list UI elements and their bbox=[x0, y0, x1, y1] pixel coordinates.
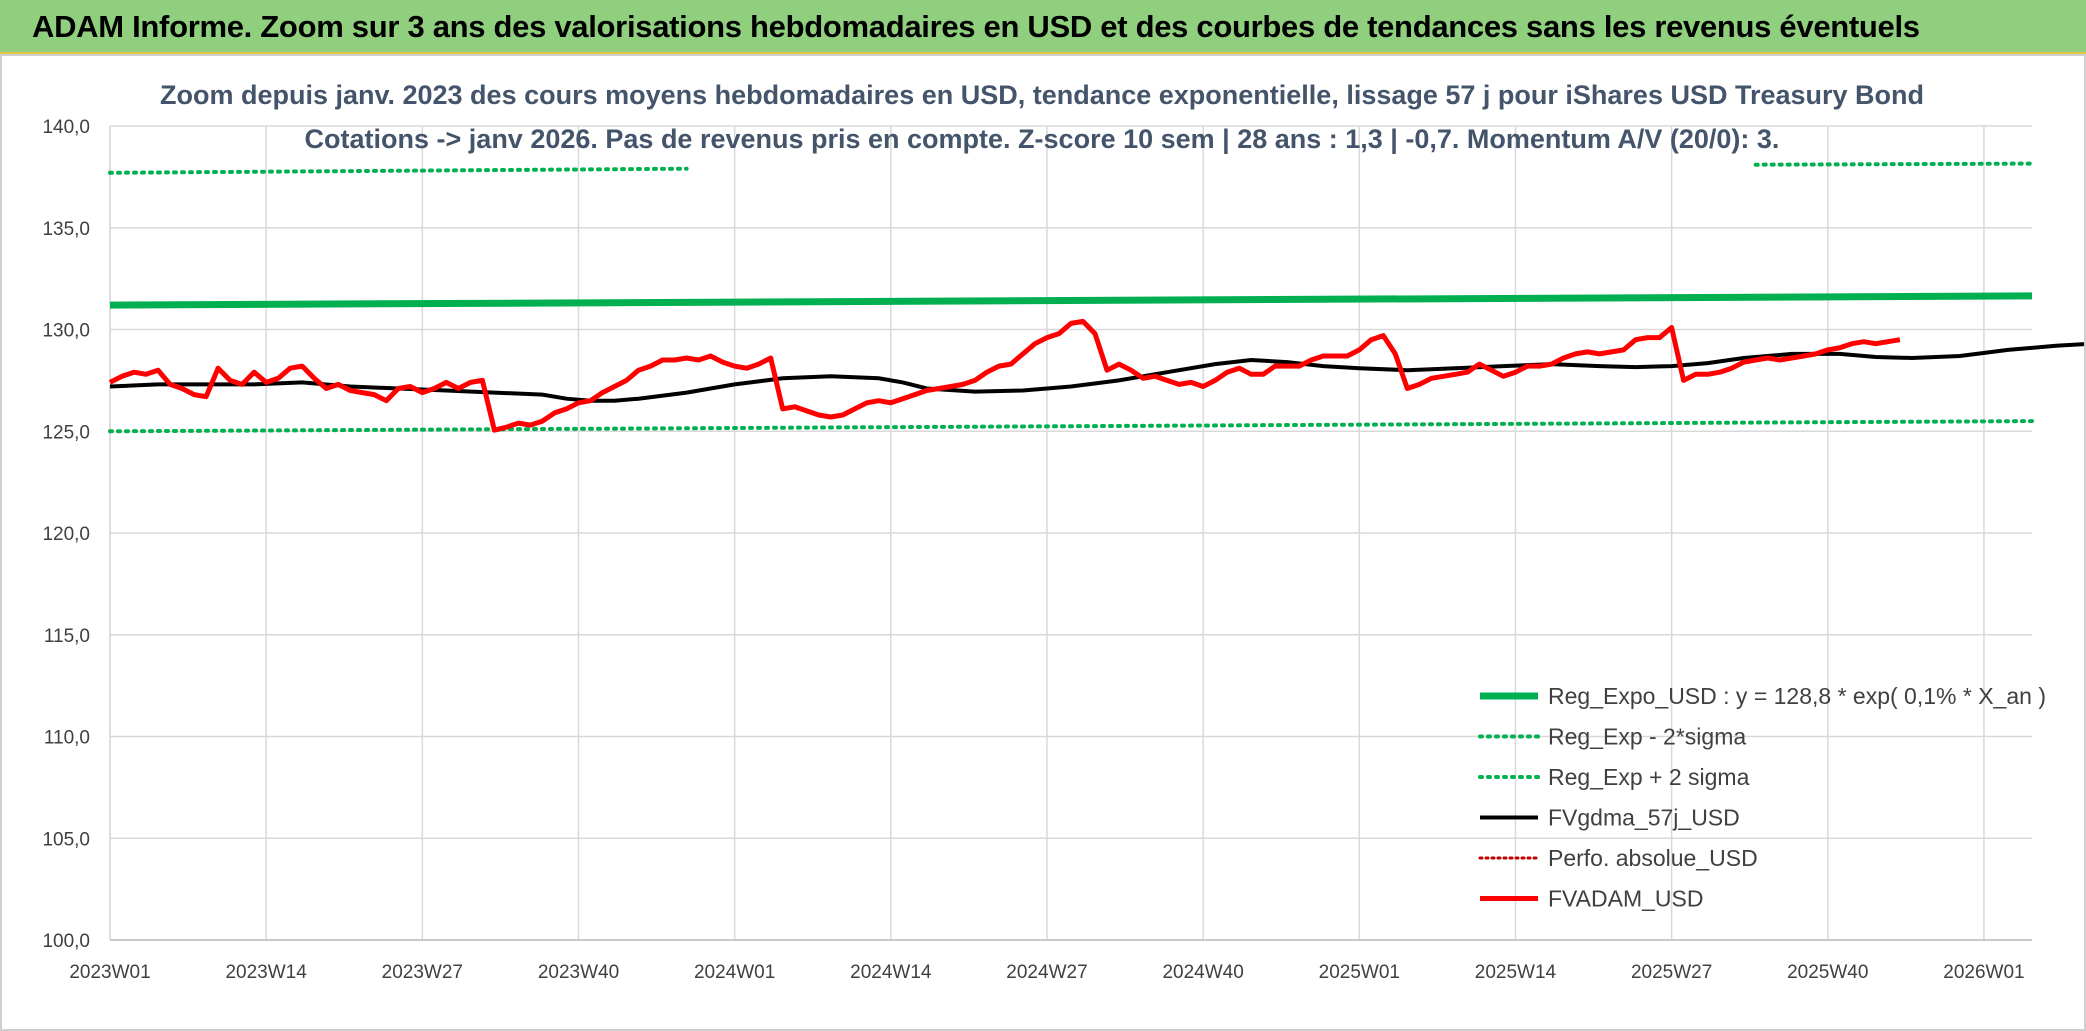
x-tick-label: 2023W14 bbox=[225, 962, 307, 983]
series-line-3 bbox=[1753, 161, 2034, 167]
report-title: ADAM Informe. Zoom sur 3 ans des valoris… bbox=[32, 9, 1920, 44]
chart-subtitle: Cotations -> janv 2026. Pas de revenus p… bbox=[305, 124, 1780, 154]
y-tick-label: 115,0 bbox=[44, 626, 90, 647]
y-tick-label: 125,0 bbox=[42, 422, 90, 443]
y-tick-label: 110,0 bbox=[44, 728, 90, 749]
y-tick-label: 100,0 bbox=[42, 931, 90, 952]
x-tick-label: 2024W40 bbox=[1162, 962, 1243, 983]
chart-title: Zoom depuis janv. 2023 des cours moyens … bbox=[160, 80, 1924, 110]
report-banner: ADAM Informe. Zoom sur 3 ans des valoris… bbox=[0, 0, 2086, 54]
chart-frame: 100,0 105,0 110,0 115,0 120,0 125,0 130,0 135,0… bbox=[0, 54, 2086, 1031]
y-tick-label: 105,0 bbox=[42, 829, 90, 850]
series-line-2 bbox=[108, 419, 2034, 434]
legend-label: Reg_Exp - 2*sigma bbox=[1548, 724, 1746, 750]
x-tick-label: 2023W40 bbox=[538, 962, 619, 983]
legend-label: Reg_Exp + 2 sigma bbox=[1548, 764, 1750, 790]
line-chart: 100,0 105,0 110,0 115,0 120,0 125,0 130,0 135,0… bbox=[42, 80, 2084, 983]
legend-label: Reg_Expo_USD : y = 128,8 * exp( 0,1% * X… bbox=[1548, 683, 2046, 709]
y-tick-label: 140,0 bbox=[42, 117, 90, 138]
series-line-4 bbox=[109, 342, 2084, 403]
x-axis: 2023W01 2023W14 2023W27 2023W40 2024W01 2024W… bbox=[69, 962, 2024, 983]
x-tick-label: 2024W01 bbox=[694, 962, 775, 983]
x-tick-label: 2025W27 bbox=[1631, 962, 1712, 983]
x-tick-label: 2025W14 bbox=[1475, 962, 1557, 983]
chart-legend: Reg_Expo_USD : y = 128,8 * exp( 0,1% * X… bbox=[1478, 683, 2046, 912]
x-tick-label: 2024W27 bbox=[1006, 962, 1087, 983]
x-tick-label: 2024W14 bbox=[850, 962, 932, 983]
series-line-1 bbox=[109, 292, 2033, 309]
series-line-6 bbox=[108, 318, 1901, 433]
y-tick-label: 120,0 bbox=[42, 524, 90, 545]
legend-label: FVADAM_USD bbox=[1548, 886, 1704, 912]
legend-label: Perfo. absolue_USD bbox=[1548, 845, 1758, 871]
x-tick-label: 2025W01 bbox=[1319, 962, 1400, 983]
legend-label: FVgdma_57j_USD bbox=[1548, 805, 1740, 831]
x-tick-label: 2023W01 bbox=[69, 962, 150, 983]
x-tick-label: 2026W01 bbox=[1943, 962, 2024, 983]
x-tick-label: 2025W40 bbox=[1787, 962, 1868, 983]
y-axis: 100,0 105,0 110,0 115,0 120,0 125,0 130,0 135,0… bbox=[42, 117, 90, 952]
y-tick-label: 130,0 bbox=[42, 321, 90, 342]
series-line-3 bbox=[108, 166, 689, 175]
y-tick-label: 135,0 bbox=[42, 219, 90, 240]
x-tick-label: 2023W27 bbox=[382, 962, 463, 983]
chart-gridlines bbox=[109, 125, 2032, 941]
plot-area bbox=[108, 161, 2084, 434]
